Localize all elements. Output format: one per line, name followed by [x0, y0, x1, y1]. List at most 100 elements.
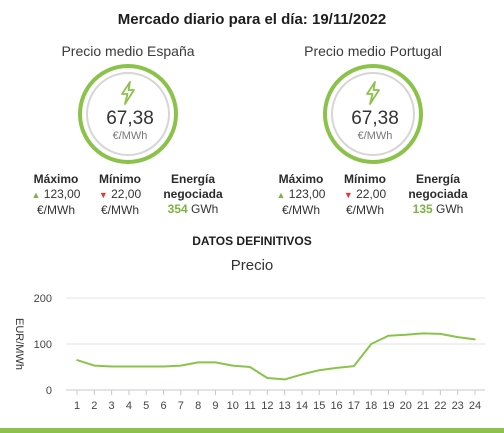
- x-tick-label: 21: [417, 400, 429, 412]
- x-tick-label: 1: [74, 400, 80, 412]
- price-point: [370, 343, 372, 345]
- x-tick-label: 9: [212, 400, 218, 412]
- energy-unit: GWh: [436, 202, 464, 216]
- x-tick-label: 3: [109, 400, 115, 412]
- energy-label-1: Energía: [170, 172, 215, 186]
- y-tick-label: 100: [34, 339, 52, 351]
- max-unit: €/MWh: [281, 203, 320, 217]
- price-point: [283, 378, 286, 381]
- bottom-accent-bar: [0, 428, 504, 433]
- max-label: Máximo: [278, 172, 324, 186]
- lightning-bolt-icon: [121, 81, 135, 105]
- y-tick-label: 200: [34, 293, 52, 305]
- price-point: [335, 367, 338, 369]
- lightning-bolt-icon: [366, 81, 380, 105]
- x-tick-label: 10: [227, 400, 239, 412]
- average-price: 67,38: [351, 108, 399, 129]
- x-tick-label: 7: [178, 400, 184, 412]
- x-tick-label: 22: [434, 400, 446, 412]
- x-tick-label: 4: [126, 400, 132, 412]
- energy-label-2: negociada: [408, 187, 468, 201]
- x-tick-label: 14: [296, 400, 308, 412]
- max-value: 123,00: [288, 187, 326, 201]
- price-point: [93, 364, 96, 367]
- section-label: DATOS DEFINITIVOS: [192, 234, 312, 248]
- x-tick-label: 15: [313, 400, 325, 412]
- min-price-stat: Mínimo ▼ 22,00 €/MWh: [92, 172, 148, 218]
- price-gauge: 67,38 €/MWh: [323, 64, 423, 164]
- price-point: [180, 364, 182, 367]
- price-point: [249, 366, 251, 368]
- gauge-inner: 67,38 €/MWh: [331, 72, 415, 156]
- x-tick-label: 20: [400, 400, 412, 412]
- price-stats: Máximo ▲ 123,00 €/MWh Mínimo ▼ 22,00 €/M…: [273, 172, 473, 230]
- max-value: 123,00: [43, 187, 81, 201]
- min-value: 22,00: [111, 187, 142, 201]
- price-point: [145, 365, 148, 368]
- max-price-stat: Máximo ▲ 123,00 €/MWh: [28, 172, 84, 218]
- x-tick-label: 12: [261, 400, 273, 412]
- x-tick-label: 11: [244, 400, 255, 412]
- min-price-stat: Mínimo ▼ 22,00 €/MWh: [337, 172, 393, 218]
- triangle-up-icon: ▲: [31, 190, 41, 200]
- gauge-inner: 67,38 €/MWh: [86, 72, 170, 156]
- x-tick-label: 18: [365, 400, 377, 412]
- min-unit: €/MWh: [100, 203, 139, 217]
- min-unit: €/MWh: [345, 203, 384, 217]
- price-point: [76, 359, 78, 361]
- x-tick-label: 24: [469, 400, 481, 412]
- price-point: [110, 365, 113, 368]
- price-point: [474, 338, 476, 341]
- x-tick-label: 2: [91, 400, 97, 412]
- x-tick-label: 23: [452, 400, 464, 412]
- energy-value: 354: [167, 202, 188, 216]
- page-title: Mercado diario para el día: 19/11/2022: [117, 11, 387, 28]
- energy-stat: Energía negociada 135 GWh: [401, 172, 475, 217]
- min-label: Mínimo: [344, 172, 386, 186]
- price-point: [456, 336, 459, 338]
- x-tick-label: 8: [195, 400, 201, 412]
- energy-stat: Energía negociada 354 GWh: [156, 172, 230, 217]
- energy-label-1: Energía: [415, 172, 460, 186]
- price-point: [162, 365, 165, 368]
- price-point: [422, 332, 424, 335]
- price-point: [197, 361, 199, 364]
- energy-value: 135: [412, 202, 433, 216]
- price-point: [301, 373, 303, 376]
- x-tick-label: 19: [382, 400, 394, 412]
- x-tick-label: 16: [330, 400, 342, 412]
- x-tick-label: 17: [348, 400, 360, 412]
- market-label: Precio medio España: [61, 43, 195, 59]
- price-point: [231, 364, 234, 367]
- market-spain: Precio medio España 67,38 €/MWh Máximo ▲…: [28, 43, 228, 230]
- price-unit: €/MWh: [357, 130, 393, 142]
- price-stats: Máximo ▲ 123,00 €/MWh Mínimo ▼ 22,00 €/M…: [28, 172, 228, 230]
- triangle-up-icon: ▲: [276, 190, 286, 200]
- price-point: [318, 369, 321, 372]
- price-point: [404, 334, 407, 336]
- average-price: 67,38: [106, 108, 154, 129]
- max-unit: €/MWh: [36, 203, 75, 217]
- price-point: [128, 365, 130, 368]
- market-portugal: Precio medio Portugal 67,38 €/MWh Máximo…: [273, 43, 473, 230]
- x-tick-label: 13: [279, 400, 291, 412]
- y-axis-label: EUR/MWh: [13, 318, 25, 370]
- price-point: [353, 365, 355, 367]
- chart-title: Precio: [230, 257, 274, 274]
- energy-label-2: negociada: [163, 187, 223, 201]
- y-tick-label: 0: [46, 385, 52, 397]
- triangle-down-icon: ▼: [343, 190, 353, 200]
- x-tick-label: 5: [143, 400, 149, 412]
- energy-unit: GWh: [191, 202, 219, 216]
- triangle-down-icon: ▼: [98, 190, 108, 200]
- min-label: Mínimo: [99, 172, 141, 186]
- max-price-stat: Máximo ▲ 123,00 €/MWh: [273, 172, 329, 218]
- market-label: Precio medio Portugal: [304, 43, 442, 59]
- x-tick-label: 6: [160, 400, 166, 412]
- price-point: [387, 334, 390, 337]
- min-value: 22,00: [356, 187, 387, 201]
- price-point: [266, 377, 269, 379]
- price-point: [439, 333, 442, 335]
- price-series-line: [76, 332, 476, 381]
